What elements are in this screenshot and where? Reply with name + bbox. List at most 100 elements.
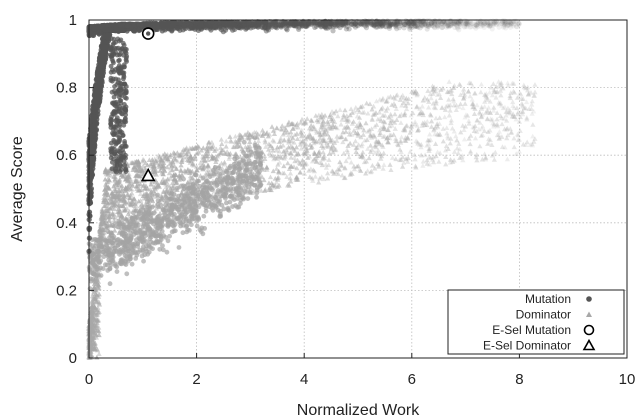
dominator-point — [309, 118, 315, 124]
dominator-point — [169, 180, 176, 186]
dominator-point — [268, 152, 274, 158]
dominator-point — [426, 137, 432, 143]
dominator-point — [176, 245, 182, 250]
dominator-point — [237, 160, 243, 165]
dominator-point — [516, 136, 522, 142]
dominator-point — [140, 183, 146, 189]
dominator-point — [412, 119, 418, 124]
dominator-point — [286, 136, 292, 142]
dominator-point — [259, 174, 265, 180]
dominator-point — [389, 118, 395, 123]
dominator-point — [394, 138, 400, 144]
mutation-point — [346, 26, 352, 32]
dominator-point — [286, 119, 292, 125]
dominator-point — [112, 177, 118, 183]
dominator-point — [387, 93, 394, 99]
dominator-point — [147, 226, 153, 232]
dominator-point — [316, 150, 322, 156]
dominator-point — [369, 116, 375, 121]
dominator-point — [114, 180, 120, 186]
dominator-point — [442, 147, 449, 153]
dominator-point — [258, 165, 264, 170]
dominator-point — [431, 84, 437, 90]
dominator-point — [432, 131, 438, 137]
dominator-point — [311, 124, 317, 129]
dominator-point — [213, 169, 219, 175]
dominator-point — [446, 96, 452, 102]
dominator-point — [244, 166, 250, 171]
dominator-point — [317, 135, 323, 141]
dominator-point — [394, 141, 401, 147]
mutation-point — [432, 21, 438, 28]
dominator-point — [234, 155, 240, 160]
dominator-point — [267, 185, 273, 190]
dominator-point — [414, 123, 420, 128]
dominator-point — [235, 184, 241, 189]
dominator-point — [100, 215, 106, 220]
dominator-point — [529, 142, 536, 148]
dominator-point — [444, 125, 450, 131]
dominator-point — [169, 158, 176, 164]
dominator-point — [139, 158, 146, 164]
dominator-point — [213, 157, 219, 162]
dominator-point — [505, 82, 511, 88]
dominator-point — [494, 116, 500, 122]
dominator-point — [125, 192, 131, 197]
dominator-point — [279, 123, 285, 128]
dominator-point — [437, 131, 443, 137]
dominator-point — [358, 168, 364, 174]
dominator-point — [253, 154, 259, 160]
dominator-point — [231, 186, 237, 192]
dominator-point — [270, 168, 276, 174]
dominator-point — [278, 135, 284, 141]
dominator-point — [165, 217, 170, 223]
dominator-point — [93, 291, 99, 297]
dominator-point — [496, 136, 502, 141]
dominator-point — [220, 147, 226, 153]
dominator-point — [322, 112, 328, 118]
dominator-point — [196, 144, 202, 150]
dominator-point — [346, 154, 352, 160]
dominator-point — [129, 190, 135, 196]
mutation-point — [370, 22, 377, 28]
dominator-point — [406, 96, 412, 102]
dominator-point — [527, 142, 533, 147]
dominator-point — [486, 89, 493, 95]
dominator-point — [90, 256, 96, 262]
dominator-point — [425, 141, 432, 147]
dominator-point — [214, 183, 220, 189]
dominator-point — [341, 175, 347, 181]
dominator-point — [210, 155, 216, 161]
dominator-point — [94, 257, 100, 263]
dominator-point — [266, 141, 272, 147]
dominator-point — [377, 151, 383, 157]
dominator-point — [326, 162, 332, 168]
dominator-point — [99, 206, 105, 212]
dominator-point — [516, 119, 522, 124]
dominator-point — [201, 213, 207, 219]
dominator-point — [295, 151, 302, 157]
dominator-point — [281, 137, 287, 143]
dominator-point — [393, 93, 399, 98]
dominator-point — [190, 146, 196, 152]
dominator-point — [310, 135, 316, 141]
dominator-point — [266, 142, 273, 148]
mutation-point — [429, 22, 435, 28]
dominator-point — [211, 203, 217, 208]
dominator-point — [484, 95, 490, 100]
dominator-point — [288, 138, 295, 144]
dominator-point — [511, 144, 517, 150]
dominator-point — [400, 100, 406, 105]
dominator-point — [349, 171, 355, 176]
dominator-point — [353, 145, 359, 151]
dominator-point — [470, 83, 476, 89]
dominator-point — [314, 153, 320, 159]
dominator-point — [325, 142, 331, 148]
dominator-point — [171, 215, 177, 220]
mutation-point — [330, 19, 337, 26]
dominator-point — [181, 176, 186, 182]
dominator-point — [372, 111, 378, 117]
dominator-point — [467, 150, 474, 155]
dominator-point — [194, 164, 200, 169]
dominator-point — [225, 175, 231, 181]
